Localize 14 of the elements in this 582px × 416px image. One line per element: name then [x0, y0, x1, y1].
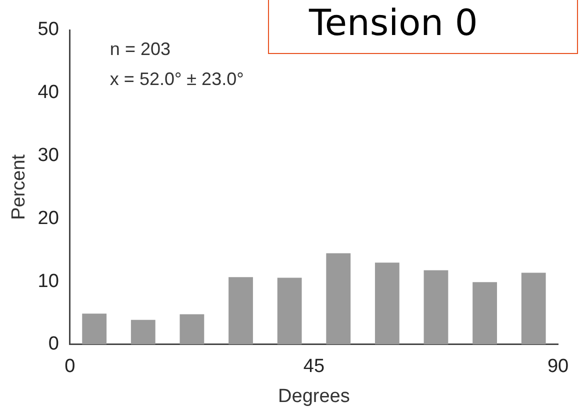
y-tick-label: 0 [48, 334, 59, 355]
y-tick-label: 40 [38, 82, 59, 104]
x-axis-title: Degrees [278, 386, 350, 407]
annotation: x = 52.0° ± 23.0° [110, 68, 244, 89]
y-axis-title: Percent [8, 154, 30, 220]
y-tick-label: 20 [38, 208, 59, 229]
annotation: Tension 0 [268, 0, 578, 54]
x-tick-label: 90 [547, 356, 569, 378]
y-tick-label: 10 [38, 270, 59, 292]
x-tick-label: 0 [64, 356, 76, 378]
y-tick-label: 30 [38, 144, 59, 166]
annotation: n = 203 [110, 38, 170, 59]
x-tick-label: 45 [303, 356, 325, 378]
y-tick-label: 50 [38, 19, 59, 40]
